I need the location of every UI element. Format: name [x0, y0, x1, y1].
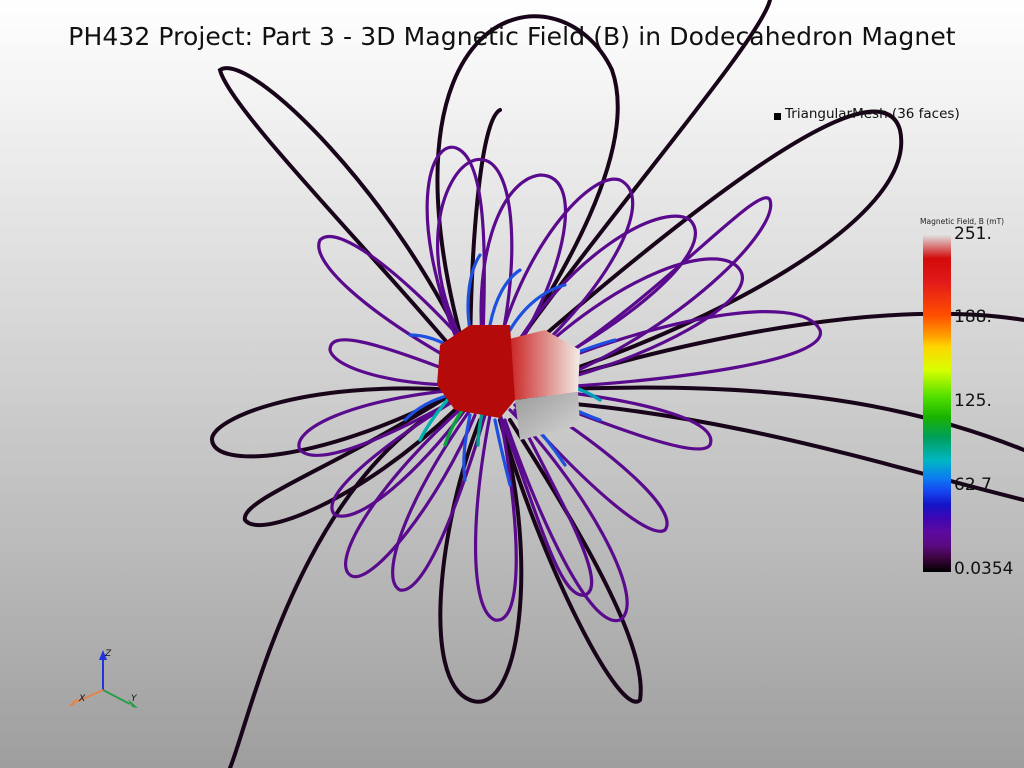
field-line — [317, 234, 482, 372]
dodecahedron-magnet[interactable] — [437, 325, 580, 440]
x-axis-label: X — [78, 694, 86, 704]
field-line — [344, 403, 477, 579]
plot-title: PH432 Project: Part 3 - 3D Magnetic Fiel… — [68, 22, 956, 51]
field-line — [528, 196, 773, 387]
field-line — [403, 393, 452, 422]
field-line — [297, 388, 457, 457]
field-line — [210, 386, 457, 459]
legend-label: TriangularMesh (36 faces) — [785, 106, 960, 122]
field-line — [508, 109, 904, 382]
field-line — [242, 393, 457, 528]
colorbar-tick: 125. — [954, 391, 992, 411]
field-line — [508, 283, 567, 332]
colorbar — [923, 235, 951, 572]
field-line — [330, 398, 467, 518]
field-line — [438, 418, 524, 704]
axes-orientation-widget: Z Y X — [68, 649, 138, 708]
field-line — [473, 413, 518, 622]
field-line — [493, 418, 512, 487]
magnet-top-face — [505, 330, 580, 400]
field-line — [538, 385, 1024, 452]
field-line — [528, 388, 713, 451]
colorbar-tick: 188. — [954, 307, 992, 327]
field-line — [523, 310, 822, 390]
field-line — [518, 257, 744, 387]
square-icon — [774, 112, 781, 120]
field-line — [503, 408, 629, 623]
field-line — [493, 177, 635, 372]
z-axis-label: Z — [104, 649, 112, 659]
field-line — [217, 66, 472, 372]
field-line — [518, 398, 1024, 502]
magnet-red-face — [437, 325, 515, 418]
field-line — [435, 14, 620, 372]
field-line — [488, 268, 522, 327]
magnet-side-face — [515, 392, 580, 440]
field-line — [328, 338, 462, 387]
legend: TriangularMesh (36 faces) — [774, 106, 960, 122]
y-axis-label: Y — [131, 694, 138, 704]
field-line — [462, 413, 472, 482]
field-line — [466, 253, 482, 332]
colorbar-tick: 0.0354 — [954, 559, 1014, 579]
colorbar-title: Magnetic Field, B (mT) — [920, 217, 1005, 226]
field-line — [391, 408, 487, 592]
colorbar-tick: 62.7 — [954, 475, 992, 495]
colorbar-tick: 251. — [954, 224, 992, 244]
field-line — [425, 145, 486, 372]
field-line — [503, 214, 697, 377]
field-line — [513, 398, 669, 533]
